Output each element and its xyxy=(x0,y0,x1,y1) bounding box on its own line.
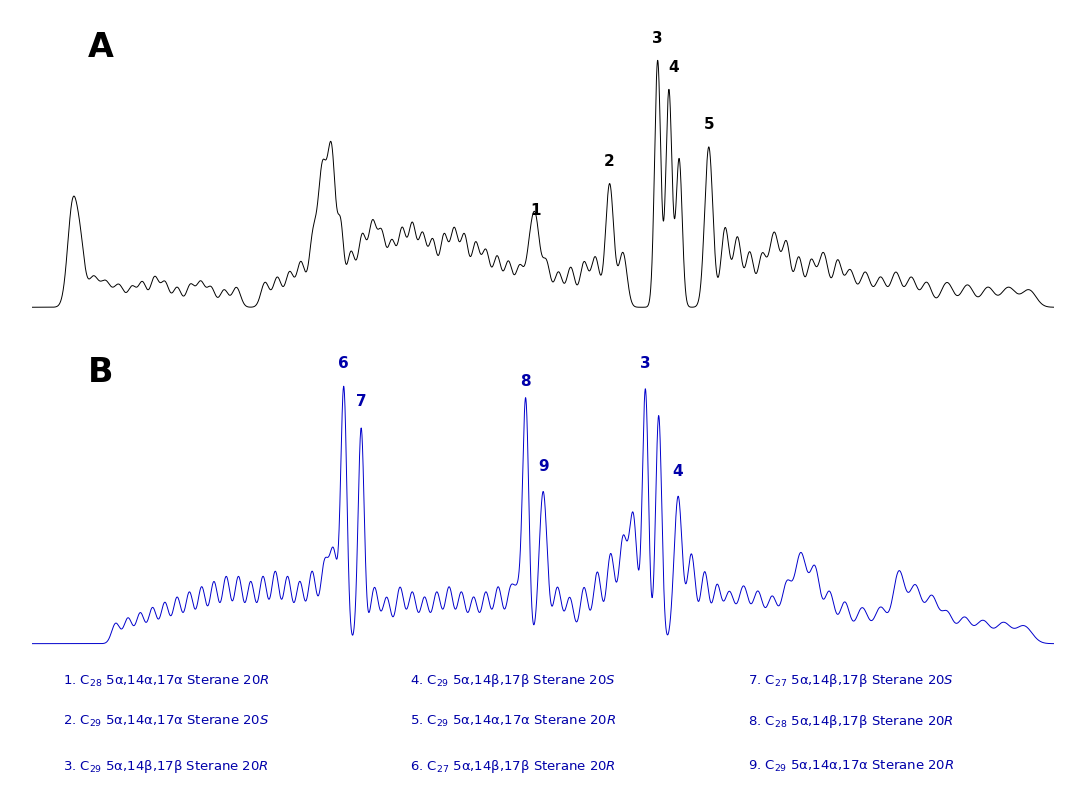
Text: 1: 1 xyxy=(530,203,541,218)
Text: 6. C$_{27}$ 5α,14β,17β Sterane 20$R$: 6. C$_{27}$ 5α,14β,17β Sterane 20$R$ xyxy=(410,758,617,775)
Text: 4: 4 xyxy=(669,60,679,75)
Text: 5: 5 xyxy=(704,117,715,132)
Text: 2: 2 xyxy=(604,154,615,169)
Text: 4: 4 xyxy=(673,464,684,479)
Text: 7: 7 xyxy=(356,394,366,409)
Text: 3: 3 xyxy=(640,356,651,371)
Text: 9: 9 xyxy=(538,458,548,474)
Text: A: A xyxy=(88,31,114,64)
Text: B: B xyxy=(88,356,114,388)
Text: 4. C$_{29}$ 5α,14β,17β Sterane 20$S$: 4. C$_{29}$ 5α,14β,17β Sterane 20$S$ xyxy=(410,673,616,689)
Text: 6: 6 xyxy=(339,356,349,371)
Text: 8. C$_{28}$ 5α,14β,17β Sterane 20$R$: 8. C$_{28}$ 5α,14β,17β Sterane 20$R$ xyxy=(748,712,953,730)
Text: 8: 8 xyxy=(521,374,531,388)
Text: 7. C$_{27}$ 5α,14β,17β Sterane 20$S$: 7. C$_{27}$ 5α,14β,17β Sterane 20$S$ xyxy=(748,673,953,689)
Text: 2. C$_{29}$ 5α,14α,17α Sterane 20$S$: 2. C$_{29}$ 5α,14α,17α Sterane 20$S$ xyxy=(63,713,269,728)
Text: 5. C$_{29}$ 5α,14α,17α Sterane 20$R$: 5. C$_{29}$ 5α,14α,17α Sterane 20$R$ xyxy=(410,713,617,728)
Text: 1. C$_{28}$ 5α,14α,17α Sterane 20$R$: 1. C$_{28}$ 5α,14α,17α Sterane 20$R$ xyxy=(63,673,269,689)
Text: 3. C$_{29}$ 5α,14β,17β Sterane 20$R$: 3. C$_{29}$ 5α,14β,17β Sterane 20$R$ xyxy=(63,758,268,775)
Text: 3: 3 xyxy=(653,30,663,45)
Text: 9. C$_{29}$ 5α,14α,17α Sterane 20$R$: 9. C$_{29}$ 5α,14α,17α Sterane 20$R$ xyxy=(748,759,954,774)
